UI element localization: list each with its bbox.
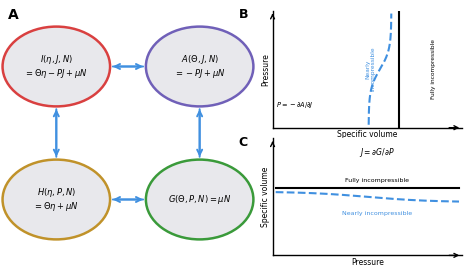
Ellipse shape <box>2 160 110 239</box>
Text: Fully incompressible: Fully incompressible <box>345 178 409 183</box>
Text: A: A <box>8 8 18 22</box>
Text: $H(\eta, P, N)$
$= \Theta\eta + \mu N$: $H(\eta, P, N)$ $= \Theta\eta + \mu N$ <box>33 186 79 213</box>
Text: $P = -\partial A/\partial J$: $P = -\partial A/\partial J$ <box>276 99 314 110</box>
Y-axis label: Specific volume: Specific volume <box>261 167 270 227</box>
Text: $G(\Theta, P, N) = \mu N$: $G(\Theta, P, N) = \mu N$ <box>168 193 231 206</box>
Ellipse shape <box>146 160 254 239</box>
Text: Fully incompressible: Fully incompressible <box>431 39 436 99</box>
Ellipse shape <box>146 27 254 106</box>
Text: Nearly
incompressible: Nearly incompressible <box>365 47 376 92</box>
Text: $J = \partial G/\partial P$: $J = \partial G/\partial P$ <box>359 146 395 159</box>
Ellipse shape <box>2 27 110 106</box>
Text: $I(\eta, J, N)$
$= \Theta\eta - PJ + \mu N$: $I(\eta, J, N)$ $= \Theta\eta - PJ + \mu… <box>25 53 88 80</box>
Text: $A(\Theta, J, N)$
$= -PJ + \mu N$: $A(\Theta, J, N)$ $= -PJ + \mu N$ <box>174 53 226 80</box>
X-axis label: Pressure: Pressure <box>351 258 384 266</box>
Text: B: B <box>238 8 248 21</box>
X-axis label: Specific volume: Specific volume <box>337 130 398 139</box>
Text: C: C <box>238 136 247 149</box>
Y-axis label: Pressure: Pressure <box>261 53 270 86</box>
Text: Nearly incompressible: Nearly incompressible <box>342 211 412 216</box>
